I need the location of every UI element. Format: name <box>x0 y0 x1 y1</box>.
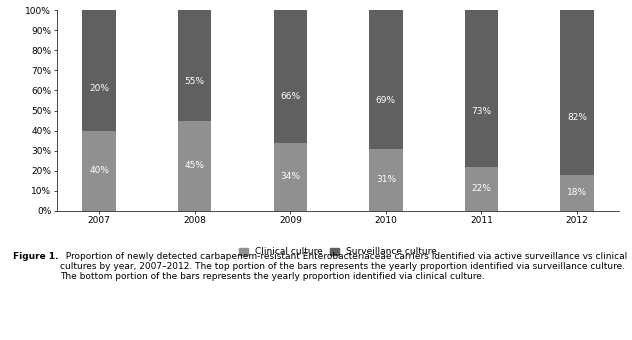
Text: 45%: 45% <box>185 161 205 170</box>
Text: Proportion of newly detected carbapenem-resistant Enterobacteriaceae carriers id: Proportion of newly detected carbapenem-… <box>60 252 628 282</box>
Bar <box>82 10 116 131</box>
Text: 69%: 69% <box>376 96 396 105</box>
Bar <box>561 175 594 211</box>
Text: 66%: 66% <box>280 92 300 101</box>
Text: 40%: 40% <box>89 166 109 175</box>
Bar <box>561 10 594 175</box>
Bar <box>178 10 212 121</box>
Bar <box>274 10 307 142</box>
Bar <box>178 121 212 211</box>
Text: 31%: 31% <box>376 175 396 184</box>
Text: 18%: 18% <box>567 188 587 197</box>
Text: 22%: 22% <box>471 184 492 193</box>
Bar <box>465 10 498 167</box>
Text: 20%: 20% <box>89 84 109 93</box>
Text: Figure 1.: Figure 1. <box>13 252 58 260</box>
Text: 73%: 73% <box>471 107 492 116</box>
Legend: Clinical culture, Surveillance culture: Clinical culture, Surveillance culture <box>239 248 437 256</box>
Bar <box>465 167 498 211</box>
Text: 82%: 82% <box>567 113 587 122</box>
Bar <box>369 10 403 149</box>
Bar <box>274 142 307 211</box>
Text: 34%: 34% <box>281 172 300 181</box>
Bar <box>369 149 403 211</box>
Bar <box>82 131 116 211</box>
Text: 55%: 55% <box>185 78 205 86</box>
